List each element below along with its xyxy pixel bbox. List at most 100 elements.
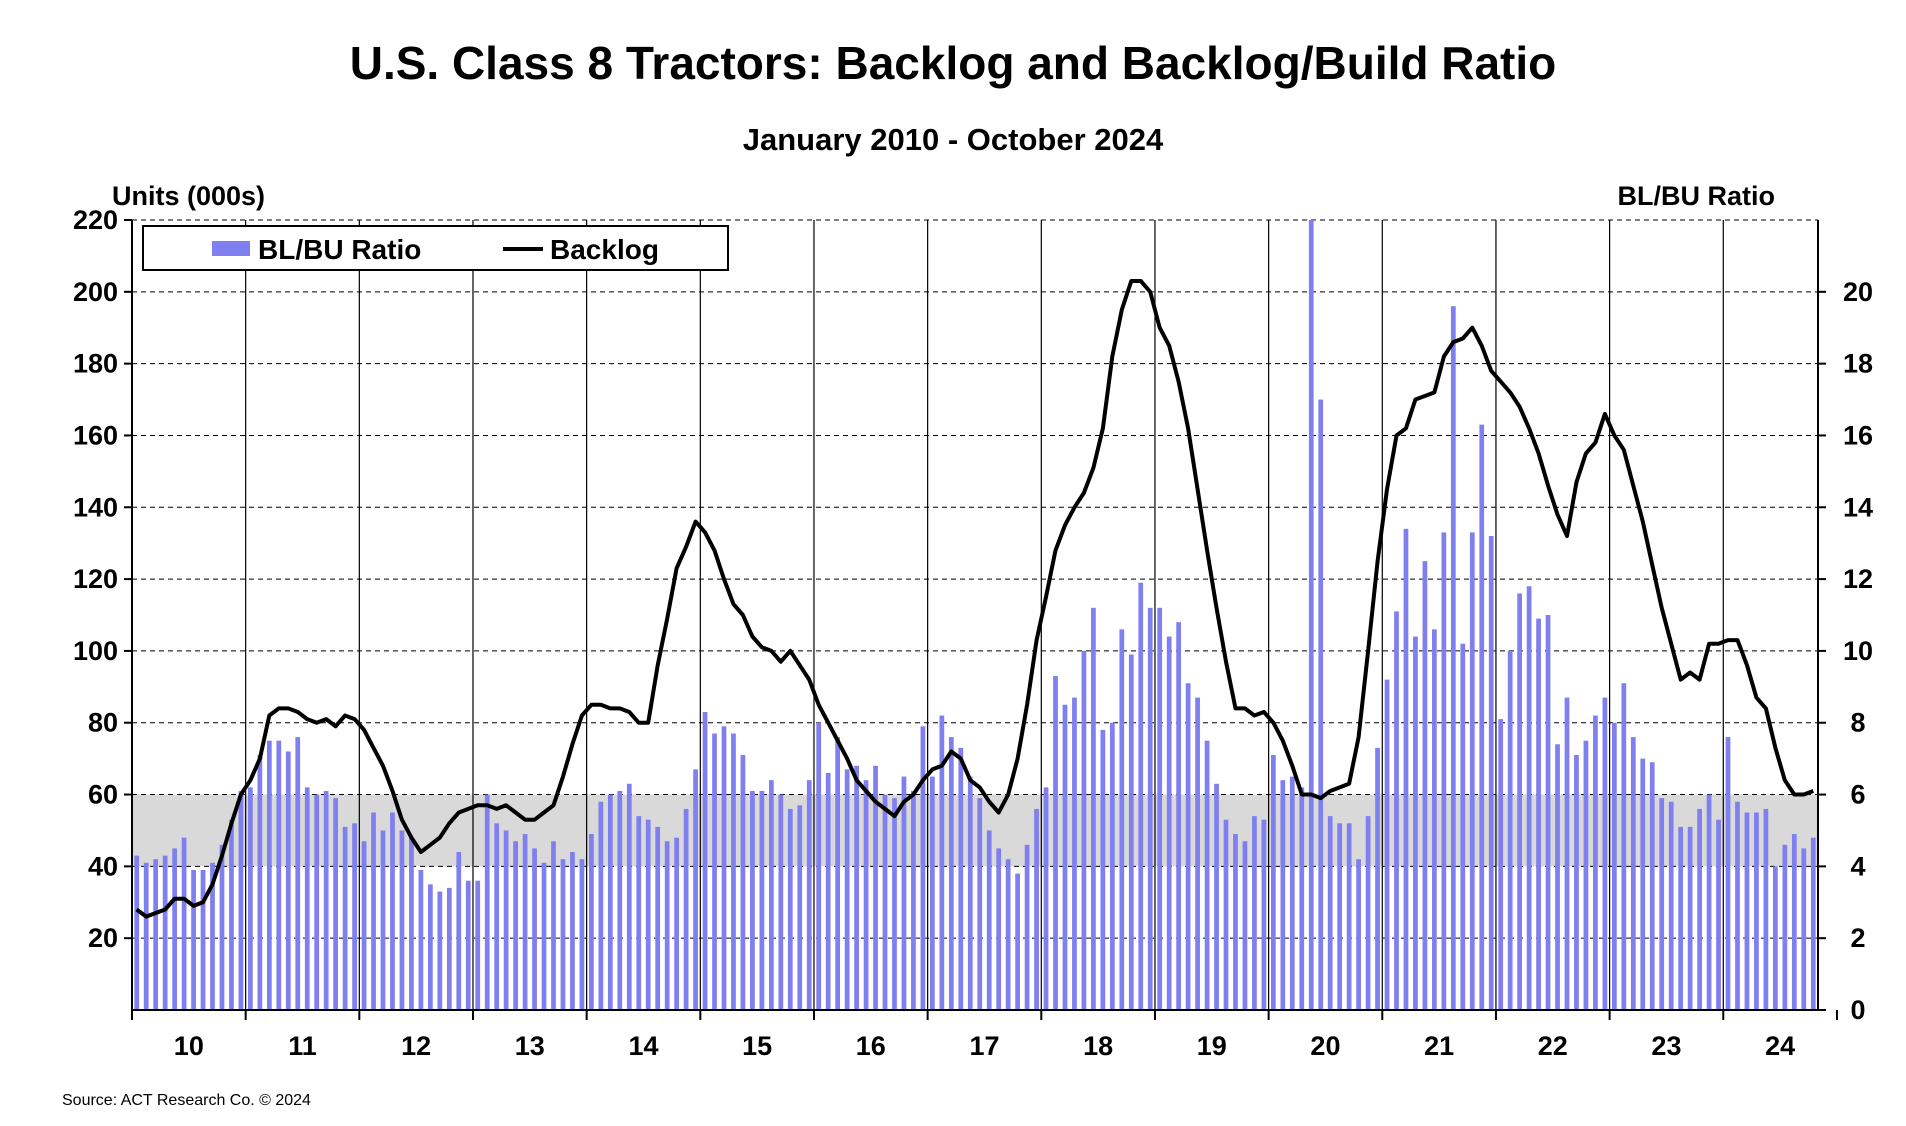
y-right-tick-label: 6 (1850, 780, 1865, 810)
bar-ratio (911, 790, 916, 1010)
bar-ratio (1043, 787, 1049, 1010)
bar-ratio (494, 823, 500, 1010)
bar-ratio (1062, 704, 1068, 1010)
bar-ratio (427, 884, 433, 1010)
bar-ratio (390, 812, 395, 1010)
bar-ratio (446, 887, 452, 1010)
x-tick-label: 15 (742, 1031, 772, 1061)
bar-ratio (1649, 762, 1655, 1010)
bar-ratio (1564, 697, 1570, 1010)
bar-ratio (1536, 618, 1541, 1010)
bar-ratio (1517, 593, 1523, 1010)
bar-ratio (1299, 787, 1305, 1010)
bar-ratio (172, 848, 177, 1010)
bar-ratio (352, 823, 357, 1010)
x-tick-label: 17 (969, 1031, 999, 1061)
bar-ratio (1394, 611, 1399, 1010)
bar-ratio (1081, 650, 1087, 1010)
bar-ratio (778, 794, 784, 1010)
bar-ratio (1640, 758, 1646, 1010)
bar-ratio (579, 859, 585, 1010)
bar-ratio (1119, 629, 1125, 1010)
bar-ratio (1204, 740, 1210, 1010)
x-tick-label: 10 (174, 1031, 204, 1061)
y-right-tick-label: 0 (1850, 995, 1865, 1025)
bar-ratio (1659, 798, 1665, 1010)
x-tick-label: 14 (628, 1031, 658, 1061)
bar-ratio (901, 776, 907, 1010)
legend-label-backlog: Backlog (550, 234, 659, 265)
bar-ratio (1507, 650, 1513, 1010)
bar-ratio (1574, 755, 1579, 1010)
bar-ratio (1602, 697, 1608, 1010)
bar-ratio (304, 787, 310, 1010)
bar-ratio (996, 848, 1002, 1010)
bar-ratio (1479, 424, 1485, 1010)
bar-ratio (1356, 859, 1361, 1010)
bar-ratio (437, 891, 443, 1010)
bar-ratio (797, 805, 803, 1010)
bar-ratio (238, 790, 244, 1010)
bar-ratio (484, 794, 490, 1010)
y-left-tick-label: 160 (73, 420, 118, 450)
x-tick-label: 19 (1197, 1031, 1227, 1061)
x-tick-label: 24 (1765, 1031, 1795, 1061)
bar-ratio (361, 841, 367, 1010)
bar-ratio (731, 733, 736, 1010)
bar-ratio (655, 826, 661, 1010)
y-left-tick-label: 20 (88, 923, 118, 953)
bar-ratio (1630, 737, 1636, 1010)
bar-ratio (1526, 586, 1532, 1010)
bar-ratio (1024, 844, 1030, 1010)
bar-ratio (522, 834, 528, 1010)
bar-ratio (1375, 747, 1380, 1010)
bar-ratio (1801, 848, 1807, 1010)
bar-ratio (1593, 715, 1598, 1010)
bar-ratio (589, 834, 594, 1010)
bar-ratio (257, 755, 263, 1010)
bar-ratio (1091, 607, 1096, 1010)
bar-ratio (1233, 834, 1238, 1010)
bar-ratio (1611, 722, 1617, 1010)
bar-ratio (1365, 816, 1371, 1010)
y-right-tick-label: 12 (1843, 564, 1873, 594)
bar-ratio (134, 855, 140, 1010)
bar-ratio (1441, 532, 1447, 1010)
bar-ratio (342, 826, 348, 1010)
bar-ratio (1697, 808, 1702, 1010)
bar-ratio (683, 808, 689, 1010)
bar-ratio (844, 769, 850, 1010)
bar-ratio (626, 783, 632, 1010)
bar-ratio (1754, 812, 1759, 1010)
bar-ratio (1725, 737, 1731, 1010)
bar-ratio (248, 787, 253, 1010)
bar-ratio (295, 737, 301, 1010)
bar-ratio (712, 733, 717, 1010)
bar-ratio (825, 773, 831, 1010)
bar-ratio (1166, 636, 1172, 1010)
bar-ratio (873, 765, 878, 1010)
bar-ratio (1270, 755, 1276, 1010)
legend-swatch-ratio (212, 241, 250, 256)
bar-ratio (1545, 615, 1551, 1010)
bar-ratio (513, 841, 518, 1010)
bar-ratio (1469, 532, 1475, 1010)
bar-ratio (314, 794, 320, 1010)
bar-ratio (1176, 622, 1182, 1010)
bar-ratio (816, 722, 822, 1010)
x-tick-label: 18 (1083, 1031, 1113, 1061)
bar-ratio (153, 859, 159, 1010)
bar-ratio (958, 747, 964, 1010)
bar-ratio (1261, 819, 1267, 1010)
y-right-tick-label: 14 (1843, 492, 1873, 522)
y-right-axis-title: BL/BU Ratio (1618, 181, 1776, 211)
bar-ratio (1242, 841, 1248, 1010)
x-tick-label: 22 (1538, 1031, 1568, 1061)
bar-ratio (1432, 629, 1437, 1010)
bar-ratio (551, 841, 556, 1010)
y-left-tick-label: 180 (73, 349, 118, 379)
x-tick-label: 13 (515, 1031, 545, 1061)
y-left-tick-label: 80 (88, 708, 118, 738)
bar-ratio (1128, 654, 1134, 1010)
bar-ratio (1327, 816, 1333, 1010)
